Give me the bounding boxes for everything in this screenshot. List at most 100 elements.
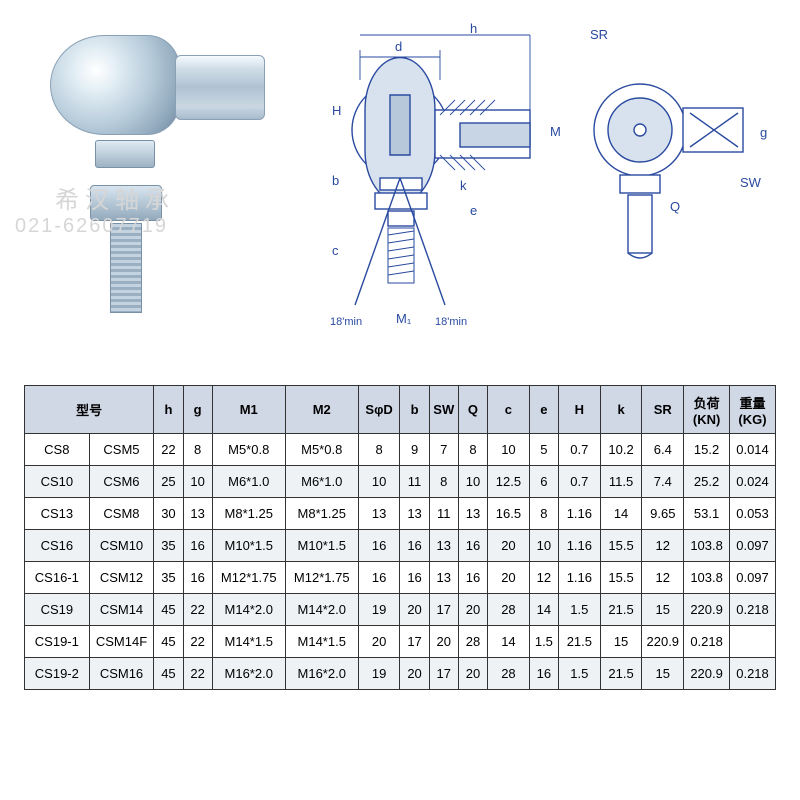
- table-cell: 1.5: [558, 594, 600, 626]
- table-cell: 28: [488, 658, 530, 690]
- table-cell: 0.218: [684, 626, 730, 658]
- spec-table: 型号hgM1M2SφDbSWQceHkSR负荷(KN)重量(KG) CS8CSM…: [24, 385, 776, 690]
- table-cell: M5*0.8: [285, 434, 358, 466]
- table-cell: 53.1: [684, 498, 730, 530]
- table-cell: 7.4: [642, 466, 684, 498]
- nut-hex: [90, 185, 162, 221]
- table-row: CS13CSM83013M8*1.25M8*1.251313111316.581…: [25, 498, 776, 530]
- table-cell: 1.16: [558, 562, 600, 594]
- table-cell: 103.8: [684, 562, 730, 594]
- table-cell: 10: [183, 466, 212, 498]
- table-cell: 8: [429, 466, 458, 498]
- table-cell: M14*1.5: [285, 626, 358, 658]
- table-cell: 0.218: [730, 594, 776, 626]
- table-cell: 16: [458, 530, 487, 562]
- table-cell: 0.097: [730, 562, 776, 594]
- table-cell: CSM14F: [89, 626, 154, 658]
- table-cell: 12: [529, 562, 558, 594]
- table-cell: 17: [400, 626, 429, 658]
- dim-e: e: [470, 203, 477, 218]
- table-cell: 14: [488, 626, 530, 658]
- table-cell: 10: [488, 434, 530, 466]
- table-cell: 10: [529, 530, 558, 562]
- table-cell: 15.5: [600, 530, 642, 562]
- ball-head: [50, 35, 180, 135]
- table-cell: 9: [400, 434, 429, 466]
- table-cell: 5: [529, 434, 558, 466]
- socket-cylinder: [175, 55, 265, 120]
- table-cell: 16: [358, 562, 400, 594]
- table-cell: M6*1.0: [285, 466, 358, 498]
- table-cell: 16: [400, 530, 429, 562]
- table-cell: CSM10: [89, 530, 154, 562]
- table-cell: 17: [429, 594, 458, 626]
- table-cell: 0.097: [730, 530, 776, 562]
- dim-d: d: [395, 39, 402, 54]
- table-cell: 103.8: [684, 530, 730, 562]
- dim-Q: Q: [670, 199, 680, 214]
- table-cell: 21.5: [600, 594, 642, 626]
- table-cell: 13: [429, 562, 458, 594]
- spec-table-wrap: 型号hgM1M2SφDbSWQceHkSR负荷(KN)重量(KG) CS8CSM…: [0, 370, 800, 690]
- table-cell: CS16: [25, 530, 90, 562]
- table-cell: 13: [429, 530, 458, 562]
- table-cell: 15: [642, 658, 684, 690]
- table-cell: 12: [642, 530, 684, 562]
- table-cell: 8: [458, 434, 487, 466]
- table-cell: 13: [400, 498, 429, 530]
- table-cell: 9.65: [642, 498, 684, 530]
- dim-b: b: [332, 173, 339, 188]
- th-col: e: [529, 386, 558, 434]
- table-cell: 1.16: [558, 498, 600, 530]
- th-model: 型号: [25, 386, 154, 434]
- th-col: M1: [212, 386, 285, 434]
- table-row: CS8CSM5228M5*0.8M5*0.889781050.710.26.41…: [25, 434, 776, 466]
- th-col: SφD: [358, 386, 400, 434]
- dim-angle-l: 18'min: [330, 316, 362, 328]
- th-col: Q: [458, 386, 487, 434]
- table-cell: 15.5: [600, 562, 642, 594]
- table-cell: 1.16: [558, 530, 600, 562]
- table-row: CS10CSM62510M6*1.0M6*1.0101181012.560.71…: [25, 466, 776, 498]
- table-cell: 0.7: [558, 466, 600, 498]
- table-cell: 13: [458, 498, 487, 530]
- table-cell: CS13: [25, 498, 90, 530]
- th-col: M2: [285, 386, 358, 434]
- table-cell: M14*2.0: [212, 594, 285, 626]
- dim-k: k: [460, 178, 467, 193]
- table-cell: 11: [429, 498, 458, 530]
- table-cell: 16.5: [488, 498, 530, 530]
- table-cell: M12*1.75: [212, 562, 285, 594]
- technical-diagram: d h SR H b c M k e g SW Q M₁ 18'min 18'm…: [300, 15, 780, 355]
- table-cell: 20: [488, 530, 530, 562]
- table-cell: 14: [600, 498, 642, 530]
- th-col: k: [600, 386, 642, 434]
- table-cell: 20: [458, 594, 487, 626]
- dim-M1: M₁: [396, 311, 412, 326]
- table-cell: CSM5: [89, 434, 154, 466]
- th-col: g: [183, 386, 212, 434]
- table-cell: 20: [358, 626, 400, 658]
- table-cell: 11.5: [600, 466, 642, 498]
- table-cell: 20: [429, 626, 458, 658]
- table-row: CS19-2CSM164522M16*2.0M16*2.019201720281…: [25, 658, 776, 690]
- table-cell: 12.5: [488, 466, 530, 498]
- table-cell: 10: [458, 466, 487, 498]
- table-cell: 25.2: [684, 466, 730, 498]
- table-cell: M6*1.0: [212, 466, 285, 498]
- table-cell: 8: [529, 498, 558, 530]
- table-cell: 0.014: [730, 434, 776, 466]
- table-cell: M8*1.25: [285, 498, 358, 530]
- table-cell: 10: [358, 466, 400, 498]
- table-cell: 220.9: [642, 626, 684, 658]
- dim-g: g: [760, 125, 767, 140]
- table-cell: 7: [429, 434, 458, 466]
- table-cell: 16: [400, 562, 429, 594]
- table-cell: CS10: [25, 466, 90, 498]
- th-col: c: [488, 386, 530, 434]
- dim-M: M: [550, 124, 561, 139]
- table-cell: 17: [429, 658, 458, 690]
- th-col: SW: [429, 386, 458, 434]
- table-cell: 22: [154, 434, 183, 466]
- table-cell: CS19-2: [25, 658, 90, 690]
